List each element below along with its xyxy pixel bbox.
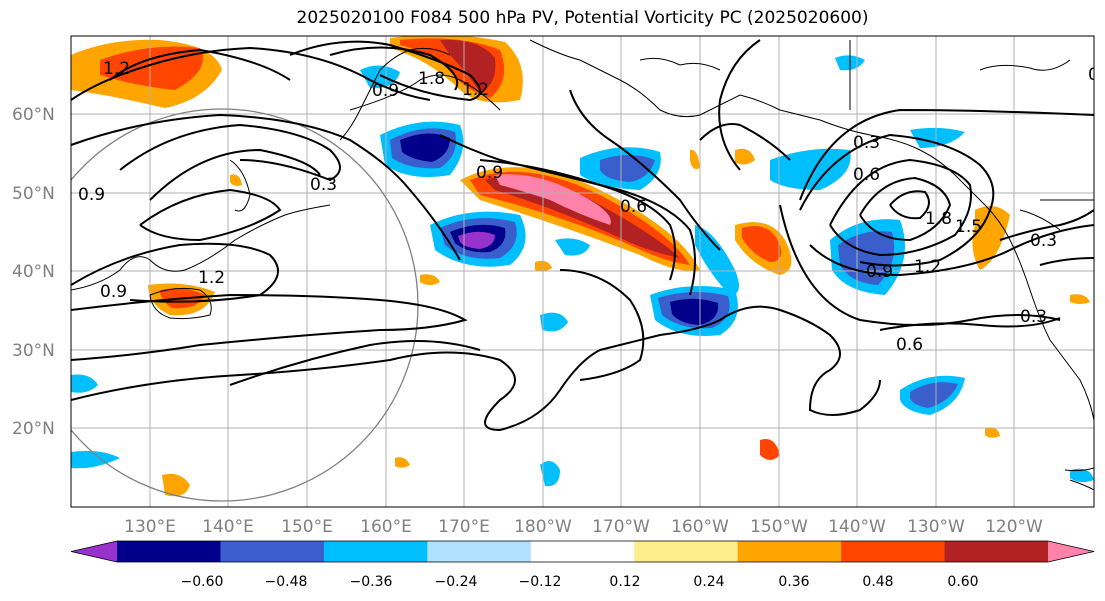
lon-label: 130°W [907,517,965,537]
colorbar-segment [530,541,635,562]
colorbar-tick-label: −0.60 [181,574,224,590]
colorbar-segment [841,541,946,562]
svg-text:1.2: 1.2 [462,80,489,100]
colorbar-outline [70,540,1095,563]
svg-text:0.9: 0.9 [372,81,399,101]
map-title: 2025020100 F084 500 hPa PV, Potential Vo… [296,8,869,28]
lon-label: 140°W [828,517,886,537]
colorbar-tick-label: −0.36 [350,574,393,590]
svg-text:0.6: 0.6 [896,335,923,355]
svg-text:1.8: 1.8 [418,69,445,89]
colorbar-segment [737,541,842,562]
colorbar-segment [323,541,428,562]
colorbar-segment [220,541,325,562]
svg-text:0.3: 0.3 [310,175,337,195]
svg-text:0.9: 0.9 [78,185,105,205]
svg-text:1.8: 1.8 [925,209,952,229]
lon-label: 120°W [985,517,1043,537]
lon-label: 150°E [281,517,333,537]
lat-label: 40°N [12,262,55,282]
lon-label: 140°E [202,517,254,537]
lon-label: 170°E [438,517,490,537]
colorbar-tick-label: −0.24 [435,574,478,590]
coastlines [71,39,1094,491]
lon-label: 170°W [592,517,650,537]
svg-text:0.3: 0.3 [853,133,880,153]
map-frame [70,35,1095,508]
lon-label: 130°E [124,517,176,537]
svg-text:0.3: 0.3 [1030,231,1057,251]
colorbar-tick-label: 0.24 [693,574,724,590]
colorbar-segment [427,541,532,562]
pv-contours [71,39,1094,432]
colorbar-extend-low [71,541,117,562]
svg-text:0.3: 0.3 [1020,307,1047,327]
longitude-labels: 130°E 140°E 150°E 160°E 170°E 180°W 170°… [124,517,1043,537]
colorbar-extend-high [1048,541,1094,562]
colorbar-tick-label: −0.48 [265,574,308,590]
colorbar-tick-label: 0.48 [862,574,893,590]
svg-text:1.2: 1.2 [914,257,941,277]
colorbar-tick-labels: −0.60 −0.48 −0.36 −0.24 −0.12 0.12 0.24 … [181,574,979,590]
svg-text:0.9: 0.9 [476,163,503,183]
lat-label: 20°N [12,419,55,439]
svg-text:1.2: 1.2 [103,59,130,79]
svg-text:0.6: 0.6 [620,197,647,217]
contour-labels: 1.2 1.8 1.2 0.9 0.9 0.3 0.9 0.6 0.6 1.2 … [78,59,1105,355]
colorbar-segment [117,541,221,562]
colorbar-tick-label: 0.60 [947,574,978,590]
lat-label: 60°N [12,105,55,125]
svg-text:1.2: 1.2 [198,268,225,288]
svg-text:0.6: 0.6 [853,165,880,185]
colorbar-tick-label: 0.12 [609,574,640,590]
colorbar-segment [634,541,739,562]
colorbar-segment [944,541,1049,562]
lon-label: 160°E [360,517,412,537]
svg-text:0.9: 0.9 [866,262,893,282]
colorbar [70,540,1095,563]
lon-label: 180°W [514,517,572,537]
lat-label: 50°N [12,184,55,204]
lon-label: 150°W [750,517,808,537]
lat-label: 30°N [12,341,55,361]
svg-text:0.9: 0.9 [100,282,127,302]
pv-anomaly-fill [71,36,1094,497]
latitude-labels: 60°N 50°N 40°N 30°N 20°N [12,105,55,439]
colorbar-tick-label: 0.36 [778,574,809,590]
lon-label: 160°W [671,517,729,537]
svg-text:1.5: 1.5 [955,217,982,237]
colorbar-tick-label: −0.12 [519,574,562,590]
svg-text:0.6: 0.6 [1088,65,1105,85]
